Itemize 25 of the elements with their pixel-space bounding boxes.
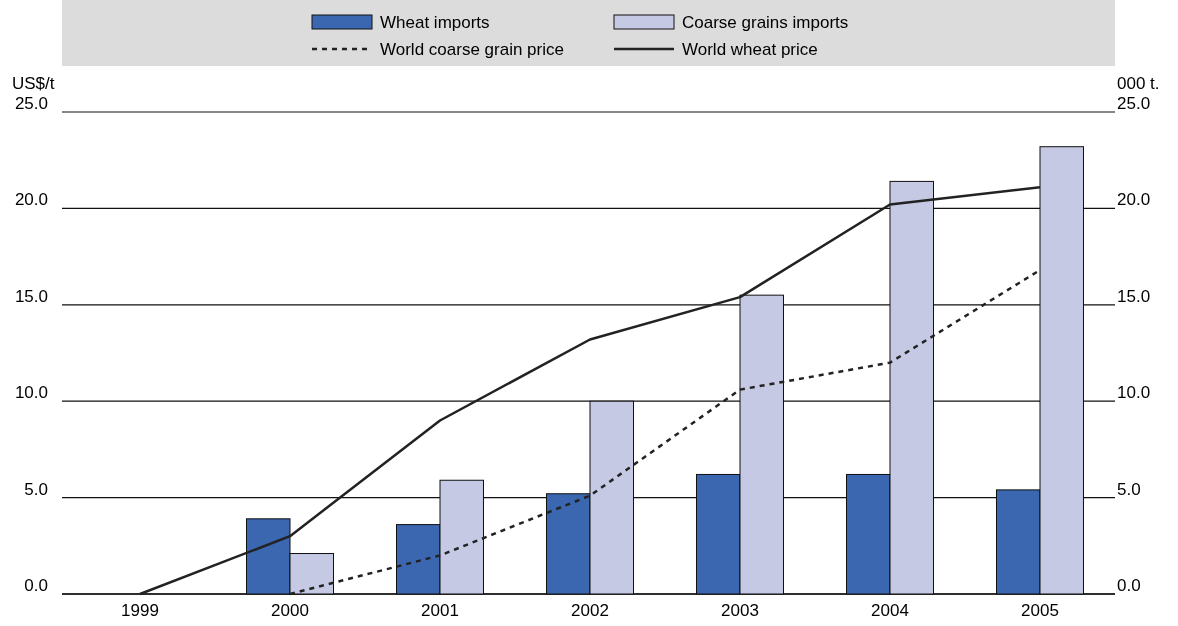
- legend-label: World coarse grain price: [380, 40, 564, 59]
- y2-tick-label: 5.0: [1117, 479, 1141, 499]
- y-tick-label: 5.0: [24, 479, 48, 499]
- legend-label: Coarse grains imports: [682, 13, 849, 32]
- x-tick-label: 2005: [1021, 601, 1059, 620]
- y-tick-label: 10.0: [14, 383, 48, 403]
- y2-tick-label: 0.0: [1117, 576, 1141, 595]
- y-tick-label: 0.0: [24, 576, 48, 595]
- y-tick-label: 15.0: [14, 286, 48, 306]
- y-tick-label: 25.0: [14, 94, 48, 113]
- legend-label: World wheat price: [682, 40, 818, 59]
- y2-tick-label: 20.0: [1117, 190, 1151, 210]
- x-tick-label: 2002: [571, 601, 609, 620]
- y2-tick-label: 10.0: [1117, 383, 1151, 403]
- y-axis-title: US$/t: [12, 74, 55, 93]
- legend-label: Wheat imports: [380, 13, 490, 32]
- y2-axis-title: 000 t.: [1117, 74, 1160, 93]
- x-tick-label: 2000: [271, 601, 309, 620]
- x-tick-label: 2003: [721, 601, 759, 620]
- x-tick-label: 2001: [421, 601, 459, 620]
- x-tick-label: 2004: [871, 601, 909, 620]
- y2-tick-label: 15.0: [1117, 286, 1151, 306]
- y-tick-label: 20.0: [14, 190, 48, 210]
- y2-tick-label: 25.0: [1117, 94, 1151, 113]
- x-tick-label: 1999: [121, 601, 159, 620]
